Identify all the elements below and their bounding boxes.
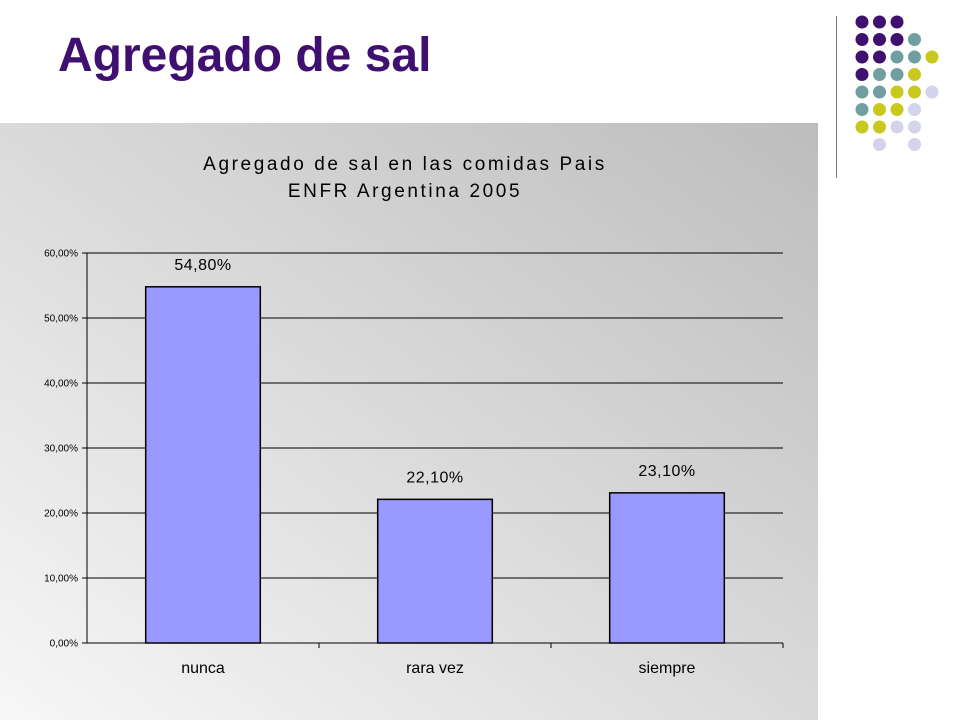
decor-dot — [908, 103, 921, 116]
decor-dot — [855, 15, 869, 29]
decor-dot — [908, 50, 921, 64]
decor-dot — [908, 120, 921, 134]
decor-dot — [855, 33, 869, 46]
decor-dot — [873, 138, 886, 151]
decor-dot — [908, 68, 921, 81]
axes — [82, 252, 784, 648]
chart-title-line-1: Agregado de sal en las comidas Pais — [203, 154, 607, 175]
x-tick-label: siempre — [639, 660, 696, 677]
decor-dot — [873, 85, 886, 99]
decor-dot — [855, 120, 869, 134]
decor-dot — [890, 50, 904, 64]
y-tick-label: 10,00% — [44, 574, 78, 585]
data-label: 22,10% — [406, 469, 463, 486]
decor-dot — [873, 15, 886, 29]
decor-dot — [925, 50, 939, 64]
decor-dot — [855, 85, 869, 99]
decor-dot — [873, 120, 886, 134]
divider-line — [836, 16, 837, 178]
bar-siempre — [608, 492, 726, 644]
y-tick-label: 50,00% — [44, 314, 78, 325]
data-label: 54,80% — [174, 257, 231, 274]
decor-dot — [855, 103, 869, 116]
x-tick-label: nunca — [181, 660, 225, 677]
y-tick-label: 30,00% — [44, 444, 78, 455]
x-tick-label: rara vez — [406, 660, 464, 677]
decor-dot — [890, 33, 904, 46]
bars — [144, 286, 726, 644]
decor-dot — [890, 120, 904, 134]
slide-title: Agregado de sal — [58, 29, 432, 82]
y-tick-label: 60,00% — [44, 249, 78, 260]
decor-dot — [873, 103, 886, 116]
data-label: 23,10% — [638, 463, 695, 480]
y-tick-label: 0,00% — [50, 639, 78, 650]
decor-dot — [908, 138, 921, 151]
tick-labels: 0,00% 10,00% 20,00% 30,00% 40,00% 50,00% 60,00… — [44, 249, 696, 678]
chart-title-line-2: ENFR Argentina 2005 — [288, 181, 522, 202]
decor-dot — [873, 50, 886, 64]
decor-dot — [908, 85, 921, 99]
decor-dot — [908, 33, 921, 46]
decor-dot — [890, 15, 904, 29]
decor-dot — [873, 33, 886, 46]
decor-dot — [890, 68, 904, 81]
y-tick-label: 40,00% — [44, 379, 78, 390]
bar-rara-vez — [376, 498, 494, 644]
decor-dot — [873, 68, 886, 81]
decor-dot — [890, 103, 904, 116]
decor-dot — [890, 85, 904, 99]
bar-nunca — [144, 286, 262, 644]
chart-area: Agregado de sal en las comidas Pais ENFR… — [0, 123, 818, 720]
decor-dot — [855, 50, 869, 64]
decor-dot — [925, 85, 939, 99]
y-tick-label: 20,00% — [44, 509, 78, 520]
bar-chart: Agregado de sal en las comidas Pais ENFR… — [0, 123, 818, 720]
decor-dot — [855, 68, 869, 81]
